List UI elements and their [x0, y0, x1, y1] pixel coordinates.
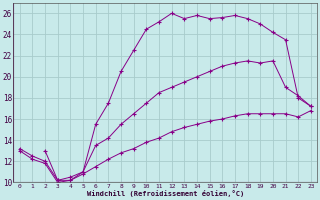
X-axis label: Windchill (Refroidissement éolien,°C): Windchill (Refroidissement éolien,°C)	[87, 190, 244, 197]
